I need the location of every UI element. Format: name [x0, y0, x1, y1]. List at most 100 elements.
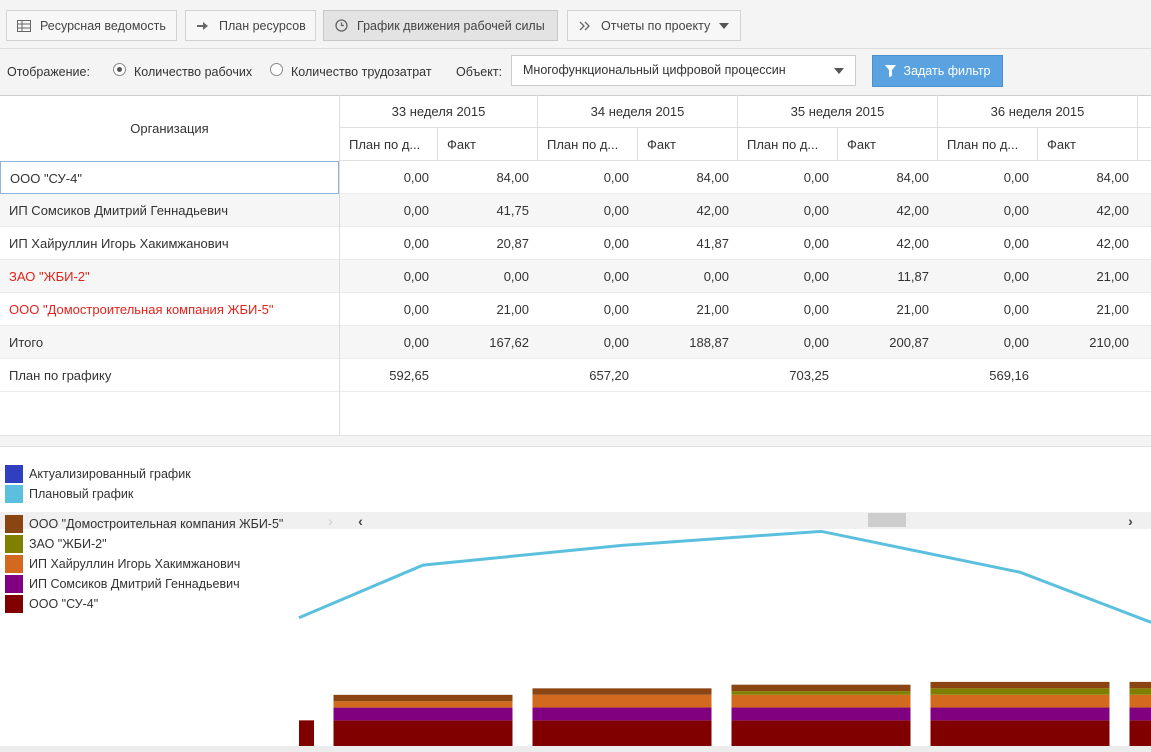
bar-segment[interactable]	[333, 694, 513, 702]
table-cell[interactable]: 0,00	[803, 203, 829, 218]
table-cell[interactable]: 0,00	[803, 335, 829, 350]
org-row-zhbi5[interactable]: ООО "Домостроительная компания ЖБИ-5"	[0, 293, 339, 326]
table-cell[interactable]: 0,00	[603, 302, 629, 317]
table-cell[interactable]: 0,00	[803, 236, 829, 251]
table-row[interactable]: 592,65 657,20 703,25 569,16	[340, 359, 1151, 392]
table-cell[interactable]: 11,87	[897, 269, 929, 284]
bar-segment[interactable]	[1129, 681, 1151, 689]
bar-segment[interactable]	[930, 688, 1110, 695]
bar-segment[interactable]	[532, 720, 712, 746]
table-cell[interactable]: 84,00	[696, 170, 729, 185]
table-row[interactable]: 0,00 20,87 0,00 41,87 0,00 42,00 0,00 42,00	[340, 227, 1151, 260]
bar-segment[interactable]	[532, 688, 712, 695]
org-row-zhbi2[interactable]: ЗАО "ЖБИ-2"	[0, 260, 339, 293]
table-row[interactable]: 0,00 41,75 0,00 42,00 0,00 42,00 0,00 42,00	[340, 194, 1151, 227]
table-cell[interactable]: 0,00	[603, 170, 629, 185]
table-cell[interactable]: 0,00	[1003, 170, 1029, 185]
pane-splitter[interactable]	[0, 435, 1151, 447]
table-cell[interactable]: 592,65	[389, 368, 429, 383]
table-cell[interactable]: 42,00	[896, 203, 929, 218]
legend-item-zhbi5[interactable]: ООО "Домостроительная компания ЖБИ-5"	[5, 515, 283, 533]
legend-item-su4[interactable]: ООО "СУ-4"	[5, 595, 98, 613]
org-row-total[interactable]: Итого	[0, 326, 339, 359]
radio-workers[interactable]	[113, 63, 126, 76]
bar-segment[interactable]	[731, 707, 911, 721]
radio-workers-label[interactable]: Количество рабочих	[134, 65, 253, 79]
table-row[interactable]: 0,00 84,00 0,00 84,00 0,00 84,00 0,00 84,00	[340, 161, 1151, 194]
table-cell[interactable]: 0,00	[803, 269, 829, 284]
legend-item-zhbi2[interactable]: ЗАО "ЖБИ-2"	[5, 535, 107, 553]
table-cell[interactable]	[1040, 359, 1138, 392]
table-cell[interactable]: 0,00	[403, 170, 429, 185]
table-cell[interactable]: 0,00	[403, 203, 429, 218]
col-header-fact[interactable]: Факт	[638, 128, 738, 161]
table-cell[interactable]	[440, 359, 538, 392]
table-cell[interactable]	[640, 359, 738, 392]
table-cell[interactable]: 0,00	[703, 269, 729, 284]
table-row[interactable]: 0,00 0,00 0,00 0,00 0,00 11,87 0,00 21,00	[340, 260, 1151, 293]
table-cell[interactable]: 210,00	[1089, 335, 1129, 350]
table-cell[interactable]: 20,87	[496, 236, 529, 251]
org-column-header[interactable]: Организация	[0, 95, 339, 162]
org-row-su4[interactable]: ООО "СУ-4"	[0, 161, 339, 194]
table-cell[interactable]: 657,20	[589, 368, 629, 383]
bar-segment[interactable]	[333, 720, 513, 746]
table-cell[interactable]: 200,87	[889, 335, 929, 350]
col-header-fact[interactable]: Факт	[438, 128, 538, 161]
scroll-left-icon[interactable]: ‹	[358, 512, 363, 529]
bar-segment[interactable]	[930, 707, 1110, 721]
table-cell[interactable]: 0,00	[403, 236, 429, 251]
horizontal-scrollbar[interactable]: ‹ ›	[340, 512, 1151, 529]
table-cell[interactable]: 42,00	[696, 203, 729, 218]
set-filter-button[interactable]: Задать фильтр	[872, 55, 1003, 87]
table-cell[interactable]: 0,00	[603, 269, 629, 284]
table-cell[interactable]: 42,00	[896, 236, 929, 251]
table-row[interactable]: 0,00 167,62 0,00 188,87 0,00 200,87 0,00 210,00	[340, 326, 1151, 359]
table-cell[interactable]: 21,00	[1096, 302, 1129, 317]
bar-segment[interactable]	[1129, 720, 1151, 746]
scroll-right-icon[interactable]: ›	[328, 512, 333, 529]
legend-item-plan[interactable]: Плановый график	[5, 485, 133, 503]
table-cell[interactable]: 84,00	[496, 170, 529, 185]
table-cell[interactable]: 21,00	[896, 302, 929, 317]
table-cell[interactable]: 0,00	[603, 203, 629, 218]
table-cell[interactable]: 21,00	[496, 302, 529, 317]
bar-segment[interactable]	[731, 720, 911, 746]
col-header-fact[interactable]: Факт	[1038, 128, 1138, 161]
table-cell[interactable]: 0,00	[403, 302, 429, 317]
tab-workforce-chart[interactable]: График движения рабочей силы	[323, 10, 558, 41]
bar-segment[interactable]	[731, 694, 911, 708]
bar-segment[interactable]	[333, 701, 513, 708]
table-cell[interactable]: 21,00	[696, 302, 729, 317]
table-cell[interactable]: 42,00	[1096, 203, 1129, 218]
legend-item-khairullin[interactable]: ИП Хайруллин Игорь Хакимжанович	[5, 555, 240, 573]
bar-segment[interactable]	[333, 707, 513, 721]
org-row-plan[interactable]: План по графику	[0, 359, 339, 392]
table-cell[interactable]: 0,00	[803, 170, 829, 185]
radio-labor-label[interactable]: Количество трудозатрат	[291, 65, 432, 79]
tab-resource-plan[interactable]: План ресурсов	[185, 10, 316, 41]
table-cell[interactable]	[840, 359, 938, 392]
bar-segment[interactable]	[532, 707, 712, 721]
bar-segment[interactable]	[1129, 688, 1151, 695]
tab-resource-sheet[interactable]: Ресурсная ведомость	[6, 10, 177, 41]
table-cell[interactable]: 0,00	[1003, 236, 1029, 251]
table-cell[interactable]: 21,00	[1096, 269, 1129, 284]
bar-segment[interactable]	[731, 691, 911, 695]
table-cell[interactable]: 0,00	[1003, 269, 1029, 284]
bar-segment[interactable]	[299, 720, 314, 746]
col-header-plan[interactable]: План по д...	[538, 128, 638, 161]
bar-segment[interactable]	[930, 720, 1110, 746]
table-cell[interactable]: 0,00	[803, 302, 829, 317]
table-cell[interactable]: 0,00	[603, 335, 629, 350]
table-row[interactable]: 0,00 21,00 0,00 21,00 0,00 21,00 0,00 21,00	[340, 293, 1151, 326]
table-cell[interactable]: 84,00	[1096, 170, 1129, 185]
tab-project-reports[interactable]: Отчеты по проекту	[567, 10, 741, 41]
table-cell[interactable]: 42,00	[1096, 236, 1129, 251]
bar-segment[interactable]	[930, 694, 1110, 708]
bar-segment[interactable]	[731, 684, 911, 692]
legend-item-somsikov[interactable]: ИП Сомсиков Дмитрий Геннадьевич	[5, 575, 240, 593]
legend-item-actual[interactable]: Актуализированный график	[5, 465, 191, 483]
table-cell[interactable]: 0,00	[1003, 335, 1029, 350]
table-cell[interactable]: 0,00	[1003, 203, 1029, 218]
